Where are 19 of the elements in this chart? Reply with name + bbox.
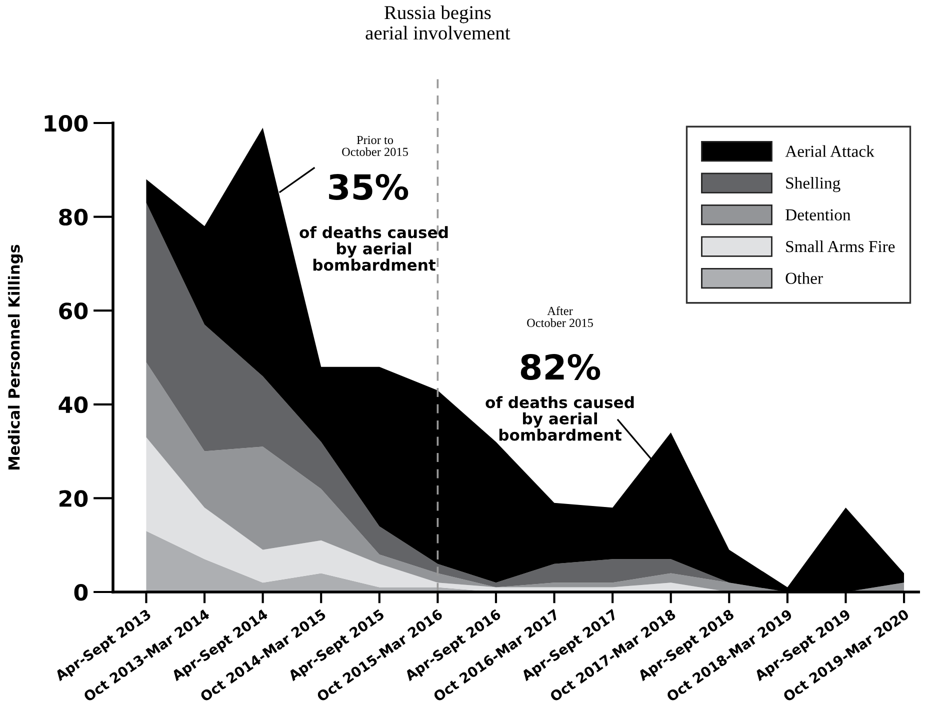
y-tick-label: 0 (74, 584, 88, 601)
legend-label: Aerial Attack (785, 145, 874, 157)
legend-label: Shelling (786, 176, 840, 192)
legend-label: Small Arms Fire (786, 240, 895, 252)
legend-label: Other (786, 272, 823, 284)
annotation: 82% (520, 354, 600, 380)
annotation: of deaths caused by aerial bombardment (300, 226, 448, 271)
y-tick-label: 80 (59, 208, 88, 226)
annotation: 35% (329, 174, 408, 200)
y-tick-label: 40 (58, 396, 88, 414)
y-tick-label: 100 (44, 114, 88, 132)
ref-line-label: Russia begins aerial involvement (366, 6, 510, 40)
legend-label: Detention (786, 209, 851, 220)
annotation: After October 2015 (527, 306, 593, 328)
y-tick-label: 20 (60, 490, 88, 507)
annotation: of deaths caused by aerial bombardment (486, 396, 634, 441)
y-axis-title: Medical Personnel Killings (8, 244, 23, 470)
annotation: Prior to October 2015 (342, 136, 408, 156)
y-tick-label: 60 (59, 302, 88, 320)
